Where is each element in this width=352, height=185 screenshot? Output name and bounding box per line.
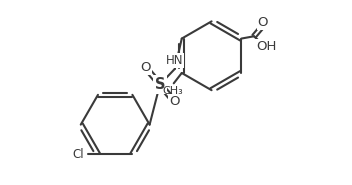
- Text: O: O: [257, 16, 268, 29]
- Text: HN: HN: [166, 54, 184, 67]
- Text: O: O: [169, 95, 180, 108]
- Text: S: S: [155, 77, 165, 92]
- Text: CH₃: CH₃: [162, 86, 183, 96]
- Text: Cl: Cl: [72, 148, 83, 161]
- Text: OH: OH: [256, 40, 276, 53]
- Text: O: O: [140, 61, 151, 74]
